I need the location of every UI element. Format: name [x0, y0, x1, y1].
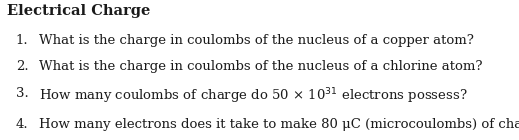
Text: 1.: 1. [16, 34, 29, 47]
Text: What is the charge in coulombs of the nucleus of a copper atom?: What is the charge in coulombs of the nu… [39, 34, 474, 47]
Text: 2.: 2. [16, 60, 29, 73]
Text: 3.: 3. [16, 87, 29, 100]
Text: 4.: 4. [16, 118, 29, 131]
Text: How many coulombs of charge do 50 × 10$^{31}$ electrons possess?: How many coulombs of charge do 50 × 10$^… [39, 87, 468, 106]
Text: How many electrons does it take to make 80 μC (microcoulombs) of charge?: How many electrons does it take to make … [39, 118, 519, 131]
Text: What is the charge in coulombs of the nucleus of a chlorine atom?: What is the charge in coulombs of the nu… [39, 60, 483, 73]
Text: Electrical Charge: Electrical Charge [7, 4, 150, 18]
